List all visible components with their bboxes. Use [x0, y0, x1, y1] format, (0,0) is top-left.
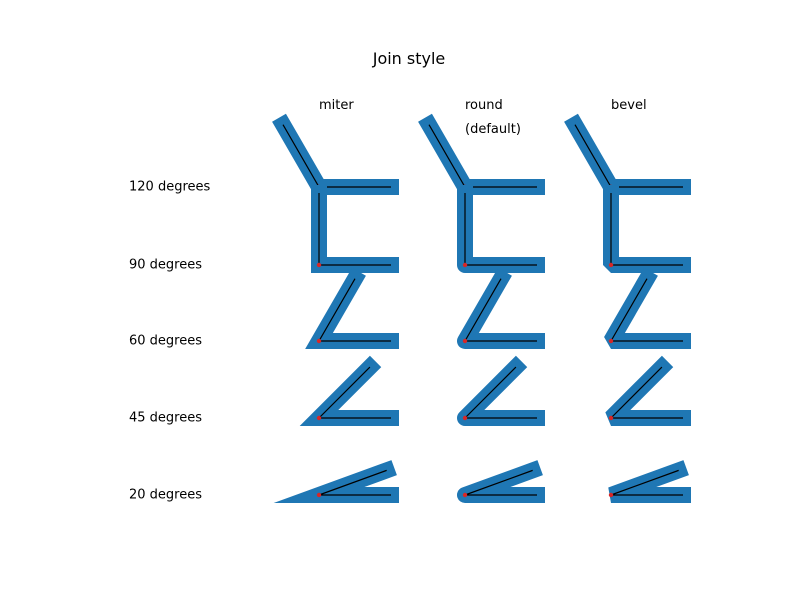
- vertex-dot-round-60: [462, 338, 468, 344]
- vertex-dot-bevel-90: [608, 262, 614, 268]
- join-demo-bevel-90: [603, 185, 691, 273]
- join-demo-miter-120: [272, 113, 399, 195]
- thin-line-miter-90: [318, 193, 391, 266]
- vertex-dot-bevel-60: [608, 338, 614, 344]
- vertex-dot-miter-60: [316, 338, 322, 344]
- thick-line-round-45: [457, 355, 545, 426]
- join-demo-miter-90: [311, 185, 399, 273]
- column-label-bevel: bevel: [611, 98, 647, 113]
- join-demo-miter-45: [299, 355, 399, 426]
- thick-line-round-60: [457, 267, 545, 349]
- join-demo-bevel-120: [564, 113, 691, 195]
- row-label-90: 90 degrees: [129, 258, 202, 273]
- thick-line-bevel-120: [564, 113, 691, 195]
- join-demo-round-60: [457, 267, 545, 349]
- join-demo-miter-60: [305, 267, 399, 349]
- vertex-dot-bevel-45: [608, 415, 614, 421]
- thick-line-bevel-45: [605, 355, 691, 426]
- join-demo-bevel-60: [604, 267, 691, 349]
- thick-line-miter-60: [305, 267, 399, 349]
- row-labels: 120 degrees 90 degrees 60 degrees 45 degree…: [129, 180, 211, 503]
- column-label-miter: miter: [319, 98, 354, 113]
- join-demo-round-20: [457, 460, 545, 503]
- thin-line-bevel-90: [610, 193, 683, 266]
- join-demo-bevel-45: [605, 355, 691, 426]
- vertex-dot-miter-90: [316, 262, 322, 268]
- thin-line-round-90: [464, 193, 537, 266]
- row-label-45: 45 degrees: [129, 411, 202, 426]
- figure-title: Join style: [372, 49, 446, 68]
- vertex-dot-miter-45: [316, 415, 322, 421]
- thick-line-bevel-90: [603, 185, 691, 273]
- join-demos: [272, 113, 691, 503]
- join-demo-round-90: [457, 185, 545, 273]
- thick-line-miter-90: [311, 185, 399, 273]
- thick-line-bevel-60: [604, 267, 691, 349]
- vertex-dot-round-20: [462, 492, 468, 498]
- vertex-dot-miter-20: [316, 492, 322, 498]
- row-label-20: 20 degrees: [129, 488, 202, 503]
- vertex-dot-round-90: [462, 262, 468, 268]
- thick-line-miter-120: [272, 113, 399, 195]
- column-sublabel-round: (default): [465, 122, 521, 137]
- vertex-dot-round-45: [462, 415, 468, 421]
- join-demo-round-45: [457, 355, 545, 426]
- row-label-60: 60 degrees: [129, 334, 202, 349]
- join-demo-bevel-20: [608, 460, 691, 503]
- thick-line-miter-45: [299, 355, 399, 426]
- row-label-120: 120 degrees: [129, 180, 211, 195]
- join-demo-miter-20: [273, 460, 399, 503]
- column-labels: miter round (default) bevel: [319, 98, 647, 137]
- column-label-round: round: [465, 98, 503, 113]
- thick-line-round-90: [457, 185, 545, 273]
- vertex-dot-bevel-20: [608, 492, 614, 498]
